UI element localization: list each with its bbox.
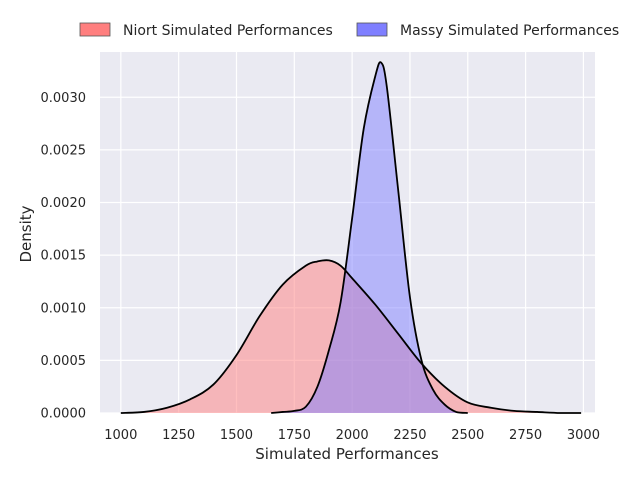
x-tick-label: 1250 [162, 428, 195, 443]
legend-label-2: Massy Simulated Performances [400, 23, 619, 39]
x-tick-label: 2250 [393, 428, 426, 443]
x-axis-label: Simulated Performances [255, 445, 439, 463]
y-tick-label: 0.0010 [41, 301, 87, 316]
y-tick-label: 0.0005 [41, 354, 87, 369]
x-tick-label: 1000 [104, 428, 137, 443]
y-tick-label: 0.0000 [41, 407, 87, 422]
legend-swatch-2 [356, 22, 388, 37]
series-line-1 [120, 259, 582, 414]
x-tick-label: 2750 [509, 428, 542, 443]
series-lines [120, 61, 582, 414]
x-tick-label: 2000 [336, 428, 369, 443]
x-tick-labels: 1000 1250 1500 1750 2000 2250 2500 2750 3000 [104, 428, 600, 443]
y-tick-label: 0.0025 [41, 143, 87, 158]
series-line-2 [271, 61, 468, 414]
y-tick-label: 0.0020 [41, 196, 87, 211]
x-tick-label: 1500 [220, 428, 253, 443]
x-tick-label: 2500 [451, 428, 484, 443]
legend-swatch-1 [79, 22, 111, 37]
y-tick-label: 0.0030 [41, 91, 87, 106]
y-axis-label: Density [17, 205, 35, 262]
series-fills [120, 62, 582, 414]
y-tick-labels: 0.0000 0.0005 0.0010 0.0015 0.0020 0.0025 0.00… [41, 91, 87, 422]
legend-label-1: Niort Simulated Performances [123, 23, 333, 39]
series-area-2 [271, 62, 468, 414]
legend: Niort Simulated Performances Massy Simula… [79, 22, 619, 39]
x-tick-label: 1750 [278, 428, 311, 443]
x-tick-label: 3000 [567, 428, 600, 443]
y-tick-label: 0.0015 [41, 249, 87, 264]
